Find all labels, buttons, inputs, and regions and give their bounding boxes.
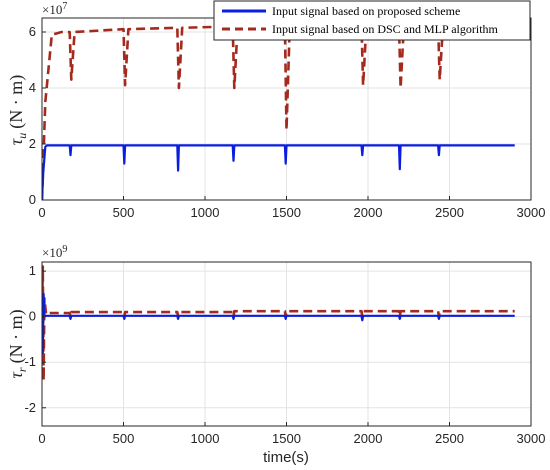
bottom-lines: [42, 265, 515, 382]
bottom-x-tick-label: 500: [113, 431, 135, 446]
x-axis-label: time(s): [263, 449, 309, 466]
bottom-x-tick-label: 3000: [517, 431, 546, 446]
top-x-tick-label: 2500: [435, 205, 464, 220]
bottom-x-tick-label: 0: [38, 431, 45, 446]
legend-box: [213, 0, 531, 41]
legend-entry-dsc-mlp: Input signal based on DSC and MLP algori…: [272, 22, 499, 36]
top-y-tick-label: 6: [29, 24, 36, 39]
bottom-y-axis-label: τr(N · m): [6, 309, 29, 378]
bottom-y-tick-label: 0: [29, 309, 36, 324]
bottom-y-tick-label: -2: [24, 400, 36, 415]
top-x-tick-label: 3000: [517, 205, 546, 220]
top-series-proposed: [42, 144, 515, 200]
bottom-exponent-label: ×109: [42, 244, 67, 260]
top-y-axis-label: τu(N · m): [6, 75, 29, 145]
bottom-series-proposed: [42, 292, 515, 355]
top-x-tick-label: 500: [113, 205, 135, 220]
top-x-tick-label: 2000: [354, 205, 383, 220]
bottom-y-tick-label: -1: [24, 354, 36, 369]
top-subplot: 0 500 1000 1500 2000 2500 3000 0 2 4 6 ×107 τu(N ·…: [6, 0, 546, 220]
top-y-tick-label: 4: [29, 80, 36, 95]
top-y-tick-label: 2: [29, 136, 36, 151]
legend-entry-proposed: Input signal based on proposed scheme: [272, 4, 460, 18]
bottom-x-tick-label: 2500: [435, 431, 464, 446]
top-exponent-label: ×107: [42, 1, 67, 17]
legend: Input signal based on proposed scheme In…: [213, 0, 531, 41]
top-lines: [42, 22, 515, 200]
bottom-x-tick-label: 1000: [191, 431, 220, 446]
top-x-tick-label: 0: [38, 205, 45, 220]
bottom-y-tick-label: 1: [29, 263, 36, 278]
bottom-x-tick-label: 2000: [354, 431, 383, 446]
bottom-subplot: 0 500 1000 1500 2000 2500 3000 -2 -1 0 1 ×109 τr(N…: [6, 244, 545, 466]
top-ticks: 0 500 1000 1500 2000 2500 3000 0 2 4 6: [29, 24, 546, 220]
top-series-dsc-mlp: [42, 22, 515, 200]
top-x-tick-label: 1000: [191, 205, 220, 220]
bottom-ticks: 0 500 1000 1500 2000 2500 3000 -2 -1 0 1: [24, 263, 545, 446]
top-y-tick-label: 0: [29, 192, 36, 207]
bottom-x-tick-label: 1500: [272, 431, 301, 446]
top-x-tick-label: 1500: [272, 205, 301, 220]
